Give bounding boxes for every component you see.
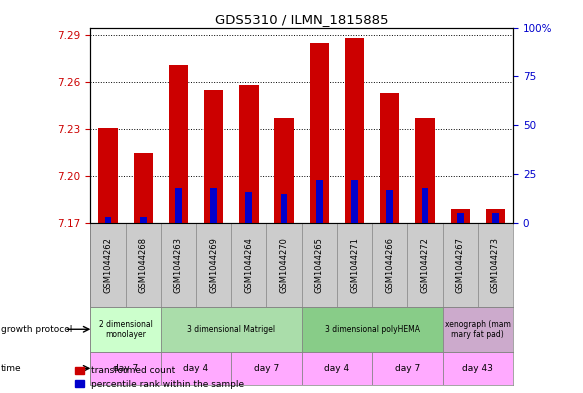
Bar bbox=[90, 307, 161, 352]
Bar bbox=[280, 194, 287, 223]
Bar bbox=[161, 307, 302, 352]
Bar bbox=[245, 192, 252, 223]
Bar bbox=[134, 152, 153, 223]
Bar bbox=[175, 188, 182, 223]
Text: GSM1044267: GSM1044267 bbox=[456, 237, 465, 293]
Bar bbox=[90, 352, 161, 385]
Bar bbox=[275, 118, 294, 223]
Bar bbox=[422, 188, 429, 223]
Text: GSM1044272: GSM1044272 bbox=[420, 237, 430, 293]
Text: day 7: day 7 bbox=[395, 364, 420, 373]
Bar bbox=[457, 213, 463, 223]
Text: day 43: day 43 bbox=[462, 364, 493, 373]
Text: 2 dimensional
monolayer: 2 dimensional monolayer bbox=[99, 320, 153, 339]
Bar bbox=[204, 90, 223, 223]
Bar bbox=[302, 307, 442, 352]
Bar bbox=[442, 307, 513, 352]
Bar bbox=[310, 43, 329, 223]
Bar bbox=[140, 217, 146, 223]
Bar bbox=[302, 352, 372, 385]
Text: day 7: day 7 bbox=[113, 364, 138, 373]
Text: 3 dimensional Matrigel: 3 dimensional Matrigel bbox=[187, 325, 275, 334]
Text: GSM1044265: GSM1044265 bbox=[315, 237, 324, 293]
Legend: transformed count, percentile rank within the sample: transformed count, percentile rank withi… bbox=[72, 363, 248, 393]
Text: GSM1044262: GSM1044262 bbox=[103, 237, 113, 293]
Bar bbox=[442, 352, 513, 385]
Bar bbox=[372, 352, 442, 385]
Text: 3 dimensional polyHEMA: 3 dimensional polyHEMA bbox=[325, 325, 420, 334]
Bar bbox=[161, 352, 231, 385]
Bar bbox=[415, 118, 435, 223]
Text: GSM1044270: GSM1044270 bbox=[280, 237, 289, 293]
Bar bbox=[387, 190, 393, 223]
Bar bbox=[210, 188, 217, 223]
Text: GSM1044263: GSM1044263 bbox=[174, 237, 183, 293]
Bar bbox=[492, 213, 499, 223]
Bar bbox=[351, 180, 358, 223]
Text: day 4: day 4 bbox=[184, 364, 209, 373]
Bar bbox=[231, 352, 302, 385]
Text: day 4: day 4 bbox=[324, 364, 349, 373]
Text: GSM1044266: GSM1044266 bbox=[385, 237, 394, 293]
Bar bbox=[486, 209, 505, 223]
Text: GSM1044271: GSM1044271 bbox=[350, 237, 359, 293]
Bar bbox=[99, 128, 118, 223]
Bar bbox=[380, 93, 399, 223]
Title: GDS5310 / ILMN_1815885: GDS5310 / ILMN_1815885 bbox=[215, 13, 388, 26]
Text: time: time bbox=[1, 364, 22, 373]
Bar bbox=[104, 217, 111, 223]
Bar bbox=[451, 209, 470, 223]
Bar bbox=[345, 39, 364, 223]
Text: growth protocol: growth protocol bbox=[1, 325, 72, 334]
Text: day 7: day 7 bbox=[254, 364, 279, 373]
Bar bbox=[239, 85, 258, 223]
Text: xenograph (mam
mary fat pad): xenograph (mam mary fat pad) bbox=[445, 320, 511, 339]
Bar bbox=[316, 180, 323, 223]
Text: GSM1044269: GSM1044269 bbox=[209, 237, 218, 293]
Bar bbox=[168, 65, 188, 223]
Text: GSM1044268: GSM1044268 bbox=[139, 237, 147, 293]
Text: GSM1044273: GSM1044273 bbox=[491, 237, 500, 293]
Text: GSM1044264: GSM1044264 bbox=[244, 237, 254, 293]
